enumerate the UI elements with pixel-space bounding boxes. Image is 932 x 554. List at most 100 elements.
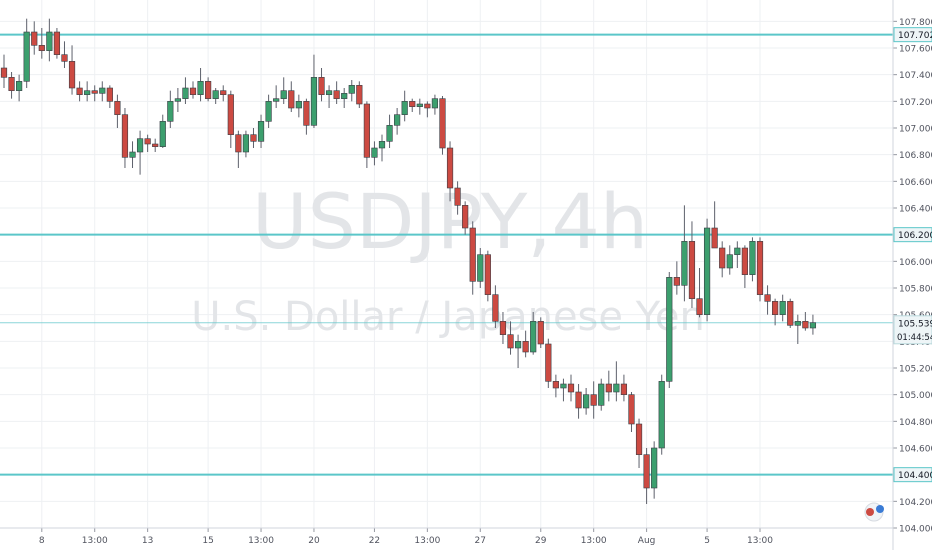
watermark: USDJPY,4h U.S. Dollar / Japanese Yen <box>191 177 705 340</box>
x-tick-label: 20 <box>308 536 320 546</box>
candle-body <box>68 61 76 89</box>
candle-body <box>288 90 295 109</box>
candle-body <box>726 254 733 269</box>
y-tick-label: 104.600 <box>899 445 932 455</box>
candle-body <box>484 254 491 295</box>
candle-body <box>31 31 38 46</box>
candle-body <box>23 31 30 82</box>
candle-body <box>756 241 764 295</box>
candle-body <box>522 341 529 353</box>
candle-body <box>719 247 726 269</box>
candle-body <box>507 334 514 349</box>
candle-body <box>703 227 711 315</box>
current-price-tag-box <box>893 315 932 345</box>
candle-body <box>295 101 302 109</box>
candle-body <box>38 45 45 51</box>
candle-body <box>741 247 748 275</box>
x-tick-label: 13:00 <box>581 536 607 546</box>
candle-body <box>356 85 363 105</box>
candle-body <box>673 277 680 286</box>
candle-body <box>257 121 265 142</box>
candle-body <box>749 241 756 275</box>
candle-body <box>514 341 522 349</box>
candle-body <box>424 103 431 109</box>
x-tick-label: 13:00 <box>248 536 274 546</box>
level-tag-box <box>893 467 932 483</box>
y-tick-label: 104.200 <box>899 498 932 508</box>
y-tick-label: 107.400 <box>899 71 932 81</box>
y-tick-label: 106.600 <box>899 178 932 188</box>
candle-body <box>477 254 484 282</box>
x-tick-label: 13 <box>142 536 153 546</box>
level-tag-label: 106.200 <box>898 231 932 241</box>
candle-body <box>658 381 665 449</box>
candle-body <box>628 394 635 425</box>
candle-body <box>325 90 333 95</box>
candle-body <box>688 241 696 299</box>
candle-body <box>681 241 688 286</box>
watermark-symbol: USDJPY,4h <box>252 177 648 266</box>
candle-body <box>220 90 227 95</box>
y-tick-label: 105.000 <box>899 391 932 401</box>
countdown-label: 01:44:54 <box>897 333 932 343</box>
x-tick-label: 8 <box>39 536 45 546</box>
candle-body <box>8 77 15 91</box>
candle-body <box>772 301 779 315</box>
candle-body <box>235 134 242 153</box>
candle-body <box>84 90 91 95</box>
candle-body <box>242 134 250 153</box>
candle-body <box>416 103 423 107</box>
candle-body <box>499 321 507 335</box>
candle-body <box>303 101 310 126</box>
level-tag-label: 107.702 <box>898 31 932 41</box>
candle-body <box>273 98 280 102</box>
candle-body <box>136 138 144 153</box>
candle-body <box>333 90 340 99</box>
candle-body <box>174 98 181 102</box>
candle-body <box>492 294 499 322</box>
level-tag-box <box>893 227 932 243</box>
horizontal-levels <box>0 33 893 476</box>
candle-body <box>129 151 136 158</box>
candle-body <box>787 301 794 326</box>
candle-body <box>121 114 129 158</box>
candle-body <box>106 87 113 102</box>
x-tick-label: 5 <box>704 536 710 546</box>
candle-body <box>341 93 348 99</box>
time-axis[interactable]: 8 13:00 13 15 13:00 20 22 13:00 27 29 13:00 Aug 5 13:… <box>0 527 893 546</box>
candle-body <box>0 67 8 78</box>
tradingview-logo[interactable] <box>864 502 884 522</box>
candle-body <box>99 87 106 94</box>
y-tick-label: 104.800 <box>899 418 932 428</box>
candle-body <box>205 81 212 99</box>
candle-body <box>651 447 658 489</box>
candle-body <box>454 187 461 206</box>
candle-body <box>764 294 771 302</box>
candles <box>0 18 817 504</box>
x-tick-label: Aug <box>638 536 656 546</box>
x-tick-label: 15 <box>202 536 213 546</box>
candle-body <box>560 383 567 389</box>
y-tick-label: 107.600 <box>899 45 932 55</box>
x-tick-label: 13:00 <box>747 536 773 546</box>
y-tick-label: 105.800 <box>899 285 932 295</box>
candle-body <box>446 147 454 189</box>
level-tag-box <box>893 27 932 43</box>
candle-body <box>318 77 325 95</box>
candle-body <box>409 101 416 107</box>
candle-body <box>583 394 590 409</box>
candle-body <box>575 391 582 409</box>
price-tags: 107.702 106.200 104.400 105.539 01:44:54 <box>893 27 932 483</box>
candle-body <box>46 31 53 51</box>
candle-body <box>635 423 643 455</box>
candle-body <box>378 141 386 149</box>
candle-body <box>613 383 620 393</box>
candle-body <box>227 94 234 135</box>
candle-body <box>152 143 159 147</box>
y-tick-label: 106.000 <box>899 258 932 268</box>
y-tick-label: 107.200 <box>899 98 932 108</box>
x-tick-label: 22 <box>369 536 380 546</box>
candle-body <box>552 381 559 389</box>
